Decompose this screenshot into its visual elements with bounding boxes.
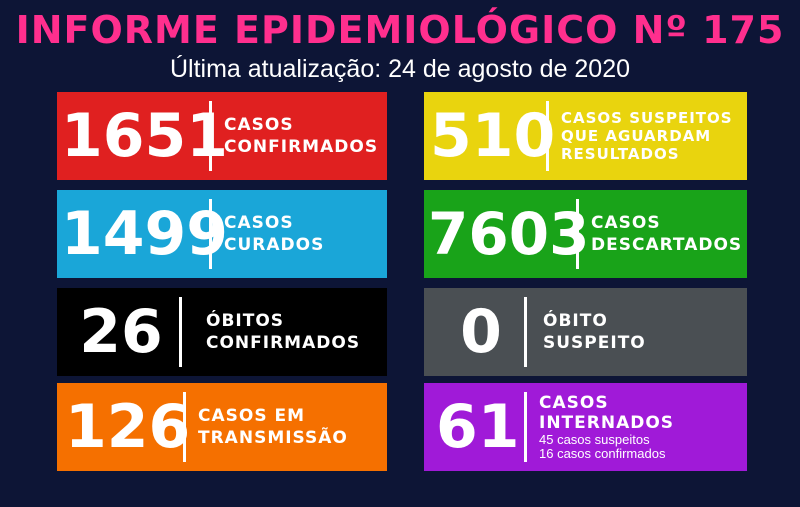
hospitalized-cases-count: 61 xyxy=(436,392,520,462)
page-title: INFORME EPIDEMIOLÓGICO Nº 175 xyxy=(15,8,785,52)
card-divider xyxy=(209,101,212,171)
confirmed-deaths-label: ÓBITOS CONFIRMADOS xyxy=(206,311,361,353)
card-suspected-cases: 510 CASOS SUSPEITOS QUE AGUARDAM RESULTA… xyxy=(424,92,747,180)
suspected-cases-label: CASOS SUSPEITOS QUE AGUARDAM RESULTADOS xyxy=(561,109,733,163)
card-divider xyxy=(209,199,212,269)
card-divider xyxy=(183,392,186,462)
card-divider xyxy=(179,297,182,367)
suspected-death-label: ÓBITO SUSPEITO xyxy=(543,311,646,353)
recovered-cases-count: 1499 xyxy=(61,199,228,269)
suspected-cases-count: 510 xyxy=(430,101,556,171)
card-recovered-cases: 1499 CASOS CURADOS xyxy=(57,190,387,278)
card-hospitalized-cases: 61 CASOS INTERNADOS 45 casos suspeitos 1… xyxy=(424,383,747,471)
hospitalized-cases-label: CASOS INTERNADOS xyxy=(539,393,675,433)
hospitalized-suspected-detail: 45 casos suspeitos xyxy=(539,432,650,447)
card-confirmed-deaths: 26 ÓBITOS CONFIRMADOS xyxy=(57,288,387,376)
card-divider xyxy=(524,392,527,462)
card-divider xyxy=(546,101,549,171)
card-divider xyxy=(524,297,527,367)
transmission-cases-label: CASOS EM TRANSMISSÃO xyxy=(198,406,348,448)
confirmed-deaths-count: 26 xyxy=(79,297,163,367)
recovered-cases-label: CASOS CURADOS xyxy=(224,213,325,255)
discarded-cases-label: CASOS DESCARTADOS xyxy=(591,213,743,255)
hospitalized-cases-text: CASOS INTERNADOS 45 casos suspeitos 16 c… xyxy=(539,393,747,461)
card-confirmed-cases: 1651 CASOS CONFIRMADOS xyxy=(57,92,387,180)
card-suspected-death: 0 ÓBITO SUSPEITO xyxy=(424,288,747,376)
hospitalized-confirmed-detail: 16 casos confirmados xyxy=(539,446,666,461)
card-divider xyxy=(576,199,579,269)
confirmed-cases-label: CASOS CONFIRMADOS xyxy=(224,115,379,157)
discarded-cases-count: 7603 xyxy=(428,200,590,268)
suspected-death-count: 0 xyxy=(460,297,502,367)
card-transmission-cases: 126 CASOS EM TRANSMISSÃO xyxy=(57,383,387,471)
last-update-subtitle: Última atualização: 24 de agosto de 2020 xyxy=(169,55,631,83)
confirmed-cases-count: 1651 xyxy=(61,101,228,171)
card-discarded-cases: 7603 CASOS DESCARTADOS xyxy=(424,190,747,278)
transmission-cases-count: 126 xyxy=(65,392,191,462)
